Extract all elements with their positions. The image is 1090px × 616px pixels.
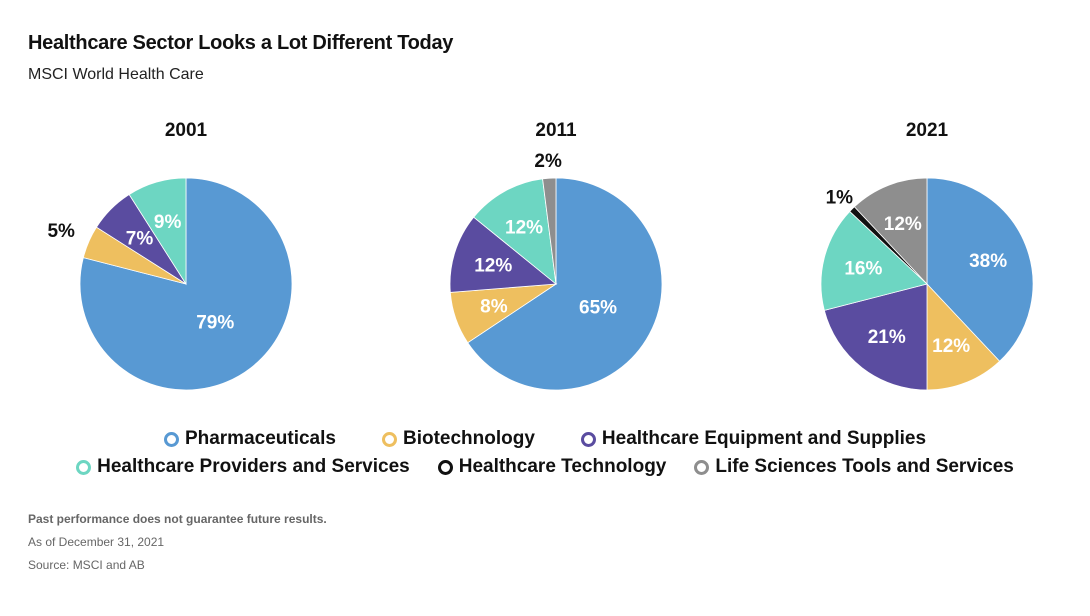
chart-title: Healthcare Sector Looks a Lot Different … [28, 32, 454, 54]
legend-swatch-icon [580, 431, 596, 447]
data-label: 16% [844, 259, 882, 280]
data-label: 21% [868, 327, 906, 348]
pie-slice [542, 177, 557, 285]
footer-as-of: As of December 31, 2021 [28, 535, 165, 549]
pie-title: 2011 [535, 120, 577, 141]
footer-source: Source: MSCI and AB [28, 558, 145, 572]
legend-label: Healthcare Providers and Services [97, 456, 410, 477]
data-label: 12% [474, 255, 512, 276]
pie-slice [926, 282, 1001, 391]
data-label: 1% [826, 187, 854, 208]
pie-slice [473, 178, 557, 285]
data-label: 8% [480, 296, 508, 317]
legend-swatch-icon [76, 459, 92, 475]
legend-item: Pharmaceuticals [163, 428, 336, 450]
pie-slice [449, 216, 558, 293]
data-label: 9% [154, 212, 182, 233]
chart-subtitle: MSCI World Health Care [28, 66, 204, 83]
pie-title: 2021 [906, 120, 949, 141]
legend-swatch-icon [381, 431, 397, 447]
data-label: 7% [126, 229, 154, 250]
legend-row-1: Pharmaceuticals Biotechnology Healthcare… [0, 428, 1090, 450]
legend-item: Healthcare Providers and Services [76, 456, 410, 478]
legend-label: Healthcare Equipment and Supplies [601, 428, 927, 449]
data-label: 79% [196, 313, 234, 334]
pie-slice [467, 177, 663, 391]
legend-label: Pharmaceuticals [184, 428, 336, 449]
pie-charts: 2001 79% 5% 7%9% 2011 65% 8% 12% 12% 2% 2021 38% 12%… [47, 120, 1034, 391]
pie-slice [926, 177, 1034, 362]
data-label: 12% [505, 218, 543, 239]
footer-disclaimer: Past performance does not guarantee futu… [28, 512, 327, 526]
legend-label: Healthcare Technology [458, 456, 667, 477]
data-label: 12% [932, 336, 970, 357]
legend-swatch-icon [437, 459, 453, 475]
legend-item: Life Sciences Tools and Services [694, 456, 1014, 478]
pie-title: 2001 [165, 120, 208, 141]
pie-slice [820, 210, 928, 311]
legend-item: Biotechnology [381, 428, 535, 450]
data-label: 38% [969, 251, 1007, 272]
legend-swatch-icon [163, 431, 179, 447]
legend-item: Healthcare Equipment and Supplies [580, 428, 927, 450]
legend-label: Biotechnology [402, 428, 535, 449]
data-label: 65% [579, 298, 617, 319]
data-label: 5% [47, 221, 75, 242]
pie-slice [823, 283, 928, 391]
data-label: 2% [534, 151, 562, 172]
legend-swatch-icon [694, 459, 710, 475]
legend-row-2: Healthcare Providers and Services Health… [0, 456, 1090, 478]
legend-item: Healthcare Technology [437, 456, 667, 478]
data-label: 12% [884, 214, 922, 235]
legend-label: Life Sciences Tools and Services [715, 456, 1014, 477]
pie-slice [853, 177, 928, 286]
pie-slice [79, 177, 293, 391]
pie-slice [128, 177, 187, 286]
